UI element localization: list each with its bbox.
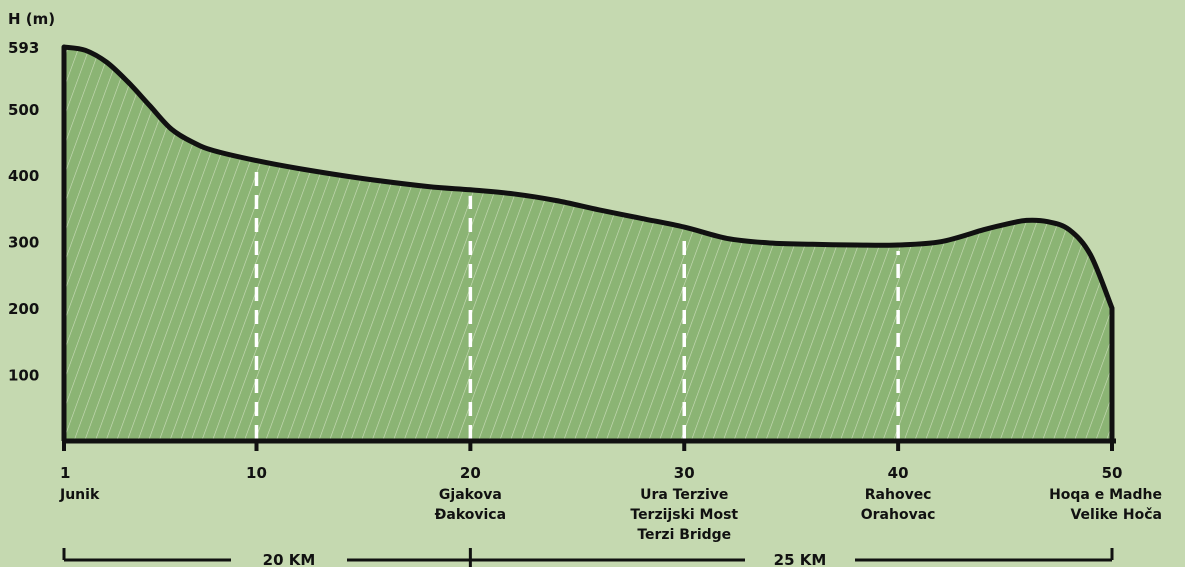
- x-tick-label: 20: [460, 464, 481, 482]
- place-name-label: Velike Hoča: [1070, 507, 1162, 523]
- x-tick-label: 40: [888, 464, 909, 482]
- x-tick-label: 10: [246, 464, 267, 482]
- place-name-label: Terzijski Most: [630, 507, 738, 523]
- y-tick-label: 300: [8, 234, 39, 252]
- y-tick-label: 100: [8, 367, 39, 385]
- x-tick-label: 30: [674, 464, 695, 482]
- distance-segment-label: 20 KM: [263, 551, 316, 567]
- place-name-label: Terzi Bridge: [637, 527, 731, 543]
- elevation-profile-line: [61, 44, 1115, 441]
- place-name-label: Gjakova: [439, 487, 502, 503]
- place-name-label: Junik: [59, 487, 100, 503]
- place-name-label: Rahovec: [865, 487, 932, 503]
- y-tick-label: 200: [8, 300, 39, 318]
- distance-segment-label: 25 KM: [774, 551, 827, 567]
- place-name-label: Ura Terzive: [640, 487, 728, 503]
- y-axis-title: H (m): [8, 10, 55, 28]
- place-name-label: Orahovac: [861, 507, 936, 523]
- y-tick-label: 400: [8, 167, 39, 185]
- place-name-label: Hoqa e Madhe: [1049, 487, 1162, 503]
- elevation-area-hatching: [64, 47, 1112, 441]
- x-tick-label: 1: [60, 464, 70, 482]
- place-name-label: Đakovica: [435, 507, 506, 523]
- y-tick-label: 500: [8, 101, 39, 119]
- x-tick-label: 50: [1102, 464, 1123, 482]
- y-tick-label: 593: [8, 39, 39, 57]
